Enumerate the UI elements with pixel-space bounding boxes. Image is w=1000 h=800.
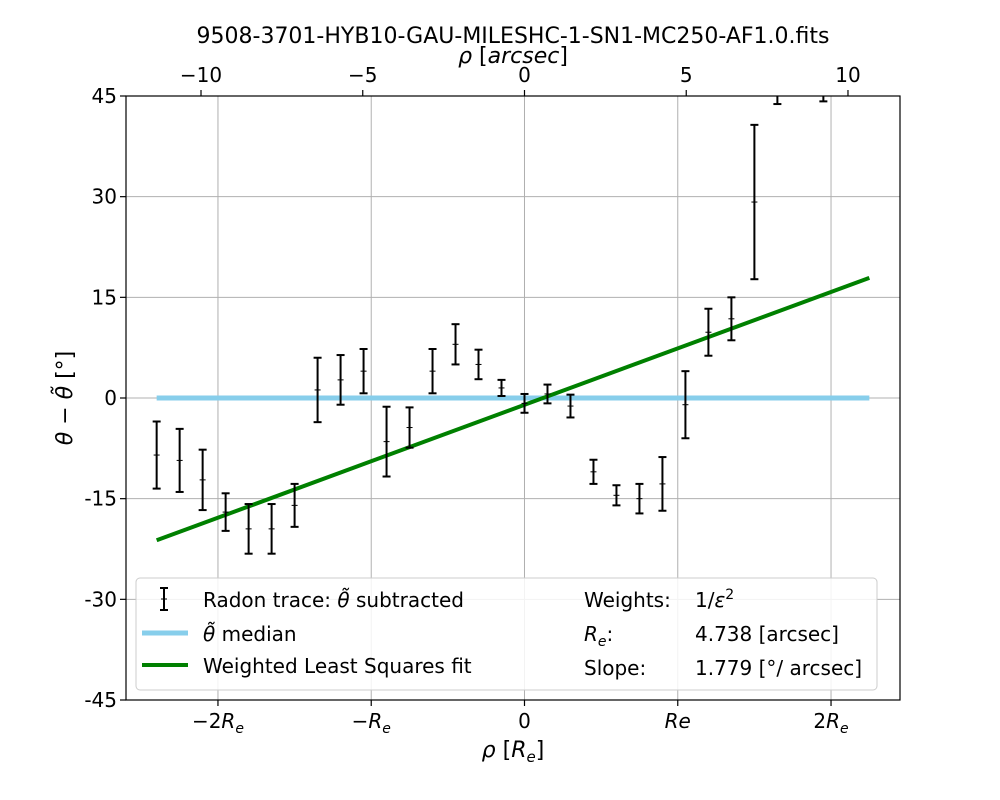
error-bar-point (589, 458, 598, 485)
legend-re-value: 4.738 [arcsec] (695, 622, 839, 646)
error-bar-point (566, 393, 575, 419)
error-bar-point (428, 348, 437, 395)
top-x-axis-label: ρ [arcsec] (458, 44, 568, 69)
error-bar-point (175, 427, 184, 493)
plot-area (152, 96, 871, 555)
x-tick-label: Re (665, 709, 691, 733)
x-tick-label: 2Re (813, 709, 848, 737)
error-bar-point (198, 448, 207, 512)
error-bar-point (497, 378, 506, 397)
error-bar-point (819, 96, 828, 103)
legend-box (135, 577, 878, 691)
x-axis-label: ρ [Re] (482, 738, 545, 766)
legend-label-median: θ̃ median (203, 621, 297, 646)
error-bar-point (244, 503, 253, 555)
error-bar-point (382, 405, 391, 478)
error-bar-point (704, 307, 713, 357)
top-x-tick-label: −10 (180, 63, 222, 87)
y-tick-label: 0 (104, 386, 117, 410)
error-bar-point (451, 323, 460, 366)
error-bar-point (405, 406, 414, 449)
legend-label-radon: Radon trace: θ̃ subtracted (203, 587, 464, 612)
error-bar-point (520, 392, 529, 414)
top-x-tick-label: 5 (680, 63, 693, 87)
legend-weights-key: Weights: (584, 588, 671, 612)
error-bar-point (635, 482, 644, 515)
legend: Radon trace: θ̃ subtracted θ̃ median Wei… (135, 577, 878, 691)
error-bar-point (773, 96, 782, 106)
axes: 45 30 15 0 -15 -30 -45 −2Re −Re 0 Re 2Re −10 −5 0 5 10 (84, 63, 901, 737)
error-bar-point (359, 348, 368, 395)
y-tick-label: -15 (84, 487, 117, 511)
error-bar-point (152, 420, 161, 490)
error-bar-point (290, 482, 299, 528)
legend-errorbar-marker (160, 587, 168, 611)
error-bar-point (474, 348, 483, 381)
y-tick-label: 30 (92, 185, 117, 209)
error-bar-point (267, 503, 276, 555)
legend-slope-value: 1.779 [°/ arcsec] (695, 656, 862, 680)
error-bar-point (750, 123, 759, 281)
chart-title: 9508-3701-HYB10-GAU-MILESHC-1-SN1-MC250-… (197, 24, 830, 49)
error-bar-point (681, 370, 690, 440)
legend-label-fit: Weighted Least Squares fit (203, 654, 472, 678)
y-tick-label: 45 (92, 84, 117, 108)
error-bar-point (313, 356, 322, 424)
error-bar-point (727, 296, 736, 342)
fit-line (155, 275, 871, 543)
legend-re-key: Re: (584, 622, 613, 650)
error-bar-point (221, 492, 230, 532)
top-x-tick-label: 0 (518, 63, 531, 87)
x-tick-label: 0 (518, 709, 531, 733)
top-x-tick-label: 10 (835, 63, 860, 87)
error-bar-point (612, 484, 621, 507)
y-axis-label: θ − θ̃ [°] (50, 351, 78, 446)
top-x-tick-label: −5 (348, 63, 377, 87)
x-tick-label: −2Re (192, 709, 244, 737)
x-tick-label: −Re (352, 709, 391, 737)
error-bar-point (658, 456, 667, 512)
legend-slope-key: Slope: (584, 656, 646, 680)
error-bar-point (336, 354, 345, 406)
y-tick-label: 15 (92, 285, 117, 309)
y-tick-label: -30 (84, 587, 117, 611)
y-tick-label: -45 (84, 688, 117, 712)
error-bar-point (543, 383, 552, 405)
